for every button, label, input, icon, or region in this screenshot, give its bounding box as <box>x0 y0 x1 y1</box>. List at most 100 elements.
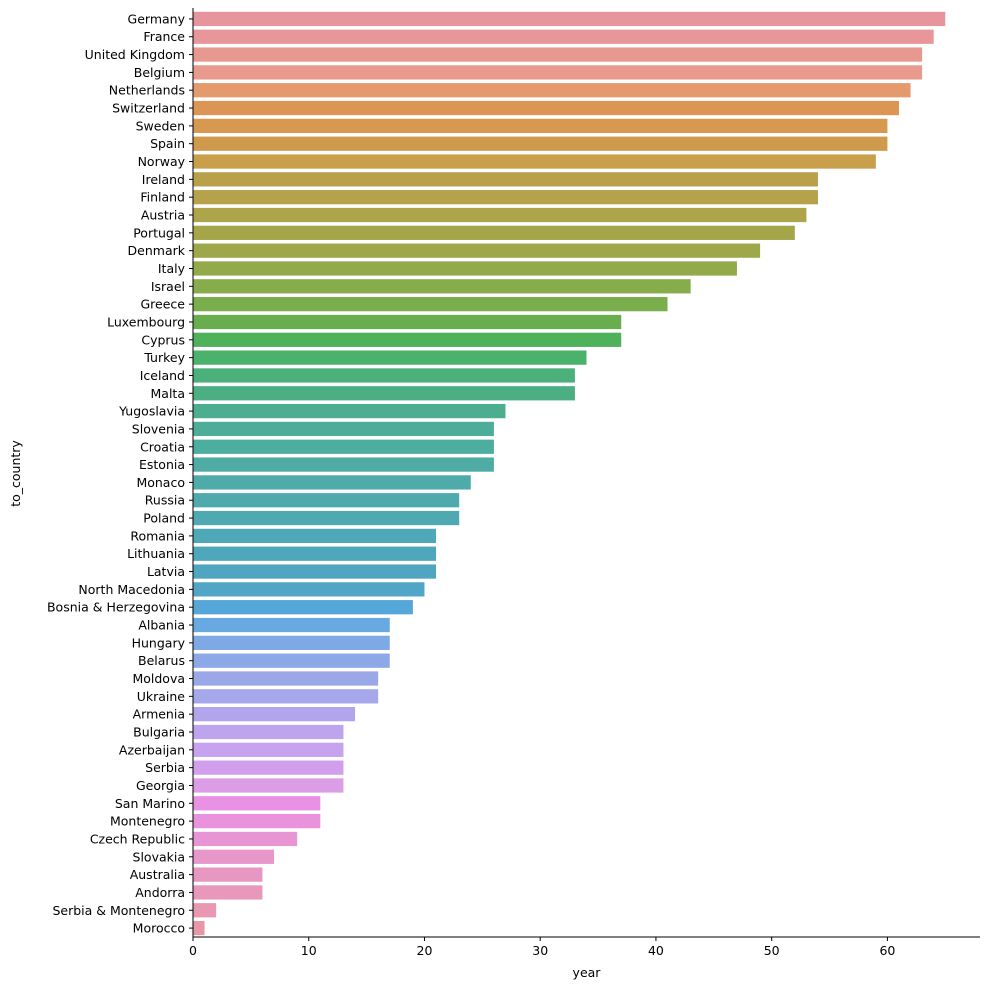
y-tick-label: Latvia <box>147 564 185 579</box>
y-tick-label: Romania <box>130 528 185 543</box>
x-tick-label: 0 <box>189 943 197 958</box>
y-tick-label: Andorra <box>135 885 185 900</box>
bar <box>193 279 691 294</box>
bar <box>193 600 413 615</box>
bar <box>193 689 379 704</box>
y-tick-label: United Kingdom <box>85 47 185 62</box>
bar <box>193 724 344 740</box>
bar <box>193 136 888 151</box>
bar <box>193 475 471 490</box>
y-tick-label: Yugoslavia <box>118 404 185 419</box>
bar <box>193 403 506 419</box>
bar <box>193 368 575 383</box>
y-tick-label: Austria <box>141 208 185 223</box>
bar <box>193 118 888 134</box>
y-tick-label: Denmark <box>128 243 186 258</box>
bar <box>193 332 622 347</box>
x-tick-label: 40 <box>648 943 664 958</box>
y-tick-label: Belarus <box>138 653 185 668</box>
y-tick-label: Georgia <box>136 778 185 793</box>
bar <box>193 582 425 597</box>
bar <box>193 261 737 276</box>
bar <box>193 421 494 437</box>
y-tick-label: Germany <box>128 11 186 26</box>
bar <box>193 439 494 454</box>
bar <box>193 796 321 811</box>
bar <box>193 172 818 187</box>
bar <box>193 742 344 757</box>
y-tick-label: Serbia & Montenegro <box>52 903 185 918</box>
y-tick-label: North Macedonia <box>78 582 185 597</box>
y-tick-label: Iceland <box>140 368 185 383</box>
bar <box>193 546 437 561</box>
bar <box>193 707 356 722</box>
y-tick-label: Israel <box>151 279 185 294</box>
bar <box>193 813 321 829</box>
bar <box>193 653 390 668</box>
y-tick-label: Bosnia & Herzegovina <box>47 600 185 615</box>
y-tick-label: Estonia <box>139 457 185 472</box>
bar <box>193 297 668 312</box>
y-tick-label: Poland <box>143 511 185 526</box>
bar <box>193 225 795 240</box>
y-tick-label: Slovenia <box>132 421 185 436</box>
y-tick-label: Finland <box>140 190 185 205</box>
bar <box>193 190 818 205</box>
y-tick-label: San Marino <box>115 796 185 811</box>
bar <box>193 564 437 579</box>
x-tick-label: 30 <box>532 943 548 958</box>
y-axis-title: to_country <box>8 440 23 507</box>
bar <box>193 760 344 775</box>
y-tick-label: Netherlands <box>109 83 185 98</box>
bar <box>193 47 923 62</box>
x-tick-label: 20 <box>417 943 433 958</box>
bar <box>193 617 390 633</box>
bar <box>193 29 934 44</box>
y-tick-label: Morocco <box>133 921 185 936</box>
bar <box>193 314 622 330</box>
bar <box>193 920 205 936</box>
y-tick-label: Cyprus <box>141 332 185 347</box>
y-tick-label: Albania <box>138 618 185 633</box>
y-tick-label: Ireland <box>142 172 185 187</box>
y-tick-label: Serbia <box>145 760 185 775</box>
bar <box>193 528 437 544</box>
y-tick-label: Hungary <box>132 635 186 650</box>
y-tick-label: Turkey <box>143 350 185 365</box>
bar <box>193 778 344 793</box>
y-tick-label: Portugal <box>133 225 185 240</box>
y-tick-label: Spain <box>150 136 185 151</box>
bar <box>193 831 298 847</box>
bar <box>193 100 899 116</box>
y-tick-label: Lithuania <box>127 546 185 561</box>
y-tick-label: Norway <box>138 154 186 169</box>
bar <box>193 207 807 223</box>
y-tick-label: Armenia <box>133 707 185 722</box>
y-tick-label: Sweden <box>136 118 185 133</box>
y-tick-label: Bulgaria <box>133 724 185 739</box>
bar <box>193 885 263 900</box>
x-tick-label: 60 <box>879 943 895 958</box>
bar <box>193 83 911 98</box>
y-tick-label: Greece <box>141 297 186 312</box>
bar <box>193 350 587 365</box>
x-axis-title: year <box>573 965 602 980</box>
category-labels: Germany France United Kingdom Belgium Nether… <box>47 11 193 936</box>
y-tick-label: Malta <box>151 386 185 401</box>
y-tick-label: France <box>143 29 185 44</box>
x-tick-label: 10 <box>301 943 317 958</box>
y-tick-label: Montenegro <box>110 814 185 829</box>
y-tick-label: Ukraine <box>137 689 186 704</box>
bar <box>193 671 379 686</box>
bar <box>193 154 876 169</box>
bar <box>193 386 575 401</box>
y-tick-label: Luxembourg <box>107 314 185 329</box>
y-tick-label: Switzerland <box>112 101 185 116</box>
y-tick-label: Australia <box>130 867 185 882</box>
bar <box>193 849 275 864</box>
x-tick-label: 50 <box>764 943 780 958</box>
y-tick-label: Slovakia <box>133 849 185 864</box>
bar <box>193 510 460 526</box>
bar <box>193 11 946 27</box>
